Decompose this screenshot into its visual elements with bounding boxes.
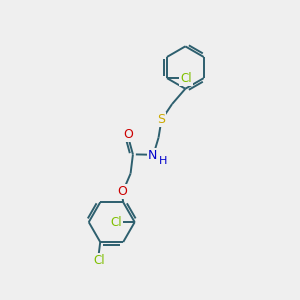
Text: Cl: Cl <box>93 254 105 267</box>
Text: O: O <box>124 128 134 141</box>
Text: Cl: Cl <box>180 72 192 85</box>
Text: Cl: Cl <box>110 216 122 229</box>
Text: O: O <box>118 185 128 198</box>
Text: H: H <box>159 156 168 166</box>
Text: N: N <box>148 149 157 162</box>
Text: S: S <box>157 113 165 126</box>
